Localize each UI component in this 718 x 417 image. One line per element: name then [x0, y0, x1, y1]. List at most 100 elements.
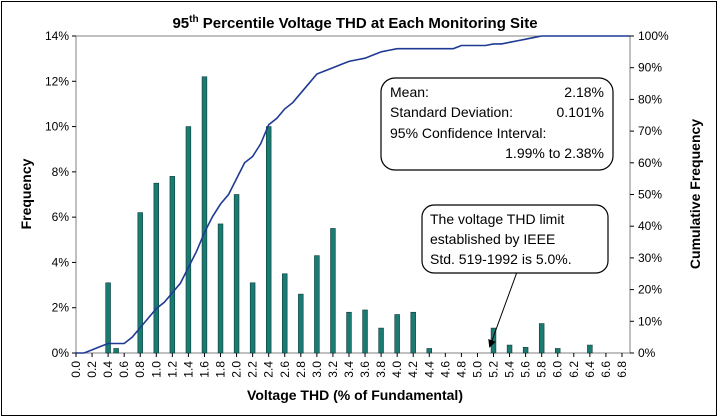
mean-value: 2.18%: [564, 84, 604, 100]
x-tick-label: 6.0: [551, 361, 565, 378]
y2-tick-label: 70%: [638, 124, 662, 138]
histogram-bar: [137, 212, 143, 354]
histogram-bar: [378, 327, 384, 354]
limit-callout: The voltage THD limit established by IEE…: [421, 204, 609, 348]
cumulative-line-group: [76, 35, 630, 354]
chart-title: 95th Percentile Voltage THD at Each Moni…: [172, 14, 537, 32]
y2-tick-label: 0%: [638, 346, 656, 360]
y2-tick-label: 30%: [638, 251, 662, 265]
histogram-bar: [201, 76, 208, 354]
x-tick-label: 2.2: [246, 361, 260, 378]
histogram-bar: [217, 223, 224, 354]
histogram-bar: [233, 194, 240, 354]
x-tick-label: 5.8: [535, 361, 549, 378]
histogram-bar: [394, 314, 400, 354]
stats-callout: Mean: 2.18% Standard Deviation: 0.101% 9…: [380, 77, 614, 171]
y-tick-label: 6%: [52, 210, 70, 224]
histogram-bar: [410, 311, 416, 354]
histogram-bar: [282, 273, 288, 354]
limit-line-2: established by IEEE: [430, 231, 555, 247]
x-tick-label: 3.0: [310, 361, 324, 378]
x-tick-label: 4.0: [390, 361, 404, 378]
sd-value: 0.101%: [557, 104, 604, 120]
ci-label: 95% Confidence Interval:: [390, 125, 546, 141]
bars-group: [105, 76, 593, 354]
y-tick-label: 0%: [52, 346, 70, 360]
x-tick-label: 0.2: [85, 361, 99, 378]
x-tick-label: 3.4: [342, 361, 356, 378]
y2-tick-label: 80%: [638, 92, 662, 106]
histogram-bar: [522, 347, 529, 354]
x-axis-ticks: 0.0 0.2 0.4 0.6 0.8 1.0 1.2 1.4 1.6 1.8 2.0 2.2 2.4 2…: [69, 353, 629, 378]
y2-axis-title: Cumulative Frequency: [687, 119, 703, 269]
x-tick-label: 3.2: [326, 361, 340, 378]
mean-label: Mean:: [390, 84, 429, 100]
x-tick-label: 5.4: [503, 361, 517, 378]
histogram-bar: [426, 348, 432, 354]
histogram-bar: [113, 348, 119, 354]
limit-box: [421, 204, 609, 274]
limit-line-1: The voltage THD limit: [430, 211, 564, 227]
x-tick-label: 1.4: [181, 361, 195, 378]
x-tick-label: 1.8: [214, 361, 228, 378]
cumulative-frequency-line: [76, 35, 630, 354]
x-tick-label: 1.6: [197, 361, 211, 378]
x-tick-label: 5.2: [487, 361, 501, 378]
x-tick-label: 6.2: [567, 361, 581, 378]
x-tick-label: 0.4: [101, 361, 115, 378]
y2-tick-label: 40%: [638, 219, 662, 233]
x-tick-label: 2.0: [230, 361, 244, 378]
y-axis-ticks: 0% 2% 4% 6% 8% 10% 12% 14%: [45, 29, 76, 360]
y2-axis-ticks: 0% 10% 20% 30% 40% 50% 60% 70% 80% 90% 100%: [630, 29, 669, 360]
histogram-bar: [346, 311, 352, 354]
y-tick-label: 10%: [45, 120, 69, 134]
y2-tick-label: 10%: [638, 314, 662, 328]
y-tick-label: 12%: [45, 74, 69, 88]
x-tick-label: 6.6: [599, 361, 613, 378]
x-tick-label: 6.8: [615, 361, 629, 378]
x-tick-label: 1.0: [149, 361, 163, 378]
x-tick-label: 5.6: [519, 361, 533, 378]
x-tick-label: 2.6: [278, 361, 292, 378]
x-tick-label: 0.8: [133, 361, 147, 378]
y2-tick-label: 90%: [638, 61, 662, 75]
histogram-bar: [538, 323, 545, 354]
limit-line-3: Std. 519-1992 is 5.0%.: [430, 251, 572, 267]
y-tick-label: 14%: [45, 29, 69, 43]
histogram-bar: [298, 293, 304, 354]
y2-tick-label: 20%: [638, 283, 662, 297]
histogram-bar: [506, 344, 513, 354]
histogram-bar: [362, 309, 368, 354]
histogram-bar: [330, 228, 336, 354]
y2-tick-label: 100%: [638, 29, 669, 43]
stats-box: [380, 77, 614, 171]
x-tick-label: 3.6: [358, 361, 372, 378]
x-tick-label: 4.8: [454, 361, 468, 378]
histogram-bar: [587, 344, 593, 354]
y-tick-label: 2%: [52, 301, 70, 315]
histogram-bar: [169, 176, 176, 354]
x-tick-label: 3.8: [374, 361, 388, 378]
x-tick-label: 1.2: [165, 361, 179, 378]
x-tick-label: 0.0: [69, 361, 83, 378]
x-tick-label: 2.4: [262, 361, 276, 378]
histogram-bar: [185, 126, 192, 354]
x-tick-label: 4.6: [438, 361, 452, 378]
x-tick-label: 4.4: [422, 361, 436, 378]
y-axis-title: Frequency: [18, 158, 34, 229]
x-tick-label: 5.0: [470, 361, 484, 378]
x-tick-label: 2.8: [294, 361, 308, 378]
ci-value: 1.99% to 2.38%: [505, 145, 604, 161]
histogram-bar: [105, 282, 111, 354]
y-tick-label: 8%: [52, 165, 70, 179]
x-axis-title: Voltage THD (% of Fundamental): [247, 387, 463, 403]
y2-tick-label: 60%: [638, 156, 662, 170]
histogram-bar: [265, 126, 272, 354]
x-tick-label: 4.2: [406, 361, 420, 378]
x-tick-label: 6.4: [583, 361, 597, 378]
limit-arrow: [488, 271, 518, 348]
histogram-bar: [153, 182, 159, 354]
sd-label: Standard Deviation:: [390, 104, 513, 120]
histogram-bar: [555, 348, 561, 354]
